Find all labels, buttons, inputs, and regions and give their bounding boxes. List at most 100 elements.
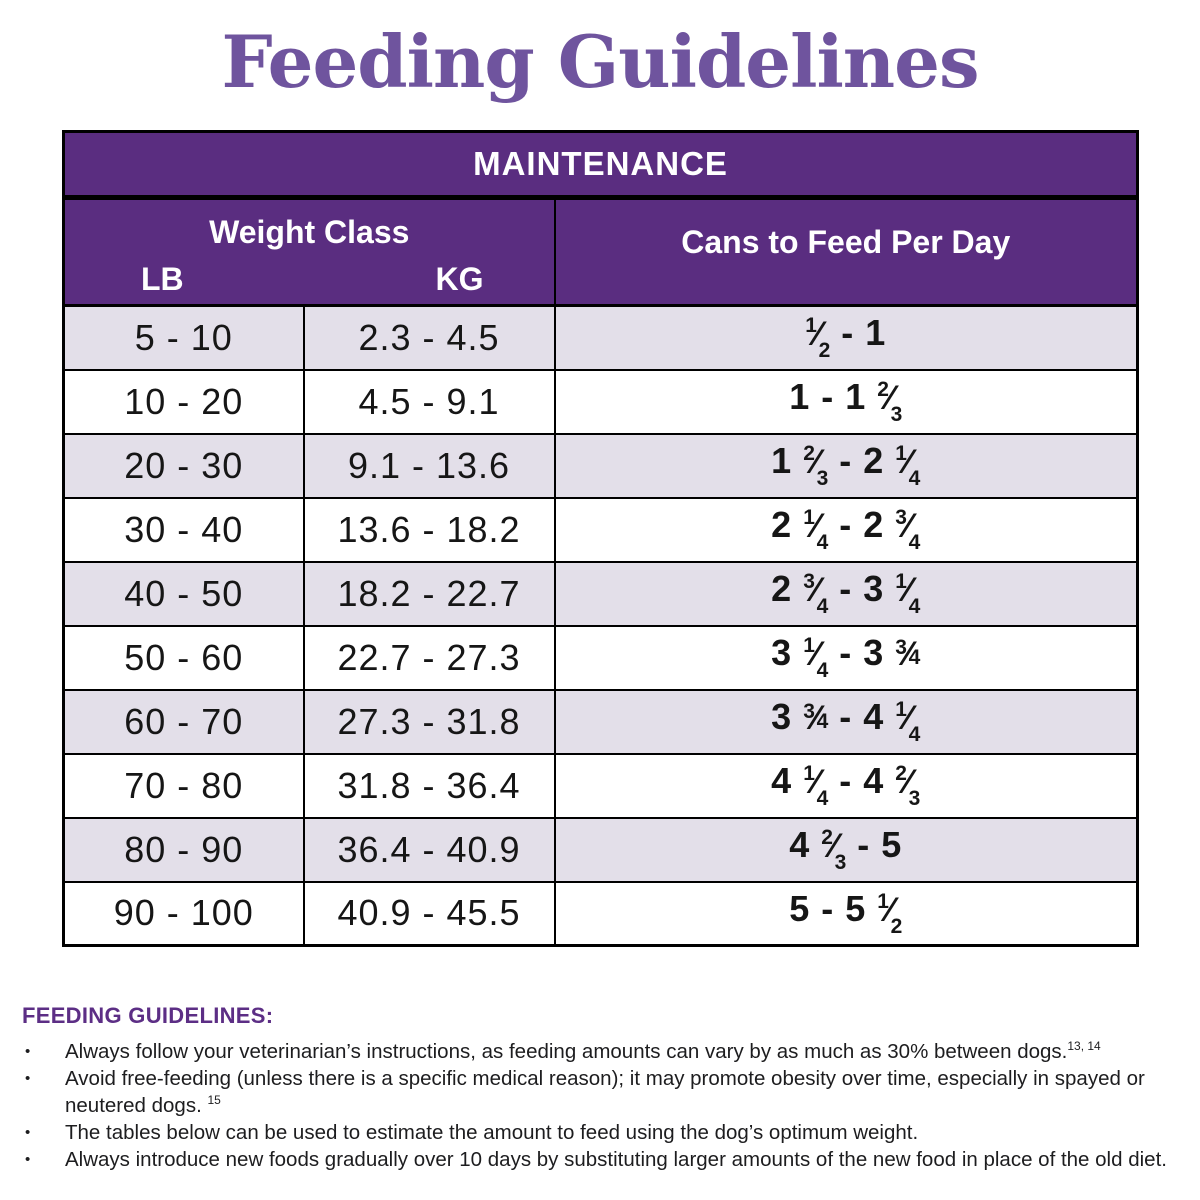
fraction-denominator: 4 — [908, 646, 921, 669]
fraction-numerator: 1 — [805, 314, 817, 338]
cans-value: 5 - 5 1⁄2 — [553, 880, 1139, 947]
fraction-numerator: 3 — [803, 700, 815, 723]
fraction-denominator: 4 — [816, 659, 829, 682]
fraction-denominator: 4 — [816, 710, 829, 733]
table-row: 50 - 60 22.7 - 27.3 3 1⁄4 - 3 3⁄4 — [62, 624, 1139, 691]
fraction: 2⁄3 — [877, 376, 902, 426]
fraction-slash: ⁄ — [814, 315, 821, 354]
fraction-numerator: 1 — [803, 506, 815, 529]
table-row: 40 - 50 18.2 - 22.7 2 3⁄4 - 3 1⁄4 — [62, 560, 1139, 627]
lb-value: 60 - 70 — [62, 688, 305, 755]
guideline-item: • The tables below can be used to estimat… — [22, 1119, 1184, 1146]
fraction-slash: ⁄ — [886, 379, 893, 417]
fraction-denominator: 4 — [908, 723, 921, 746]
lb-value: 20 - 30 — [62, 432, 305, 499]
table-row: 90 - 100 40.9 - 45.5 5 - 5 1⁄2 — [62, 880, 1139, 947]
fraction-slash: ⁄ — [812, 443, 819, 481]
fraction: 3⁄4 — [803, 568, 828, 618]
maintenance-header: MAINTENANCE — [62, 130, 1139, 200]
cans-value: 2 1⁄4 - 2 3⁄4 — [553, 496, 1139, 563]
kg-column-header: KG — [435, 261, 484, 297]
fraction-numerator: 1 — [803, 762, 815, 785]
fraction-slash: ⁄ — [812, 763, 819, 801]
kg-value: 31.8 - 36.4 — [302, 752, 556, 819]
fraction-denominator: 2 — [890, 914, 903, 938]
kg-value: 4.5 - 9.1 — [302, 368, 556, 435]
fraction-denominator: 4 — [816, 595, 829, 618]
fraction-denominator: 3 — [816, 467, 829, 490]
cans-value: 4 1⁄4 - 4 2⁄3 — [553, 752, 1139, 819]
kg-value: 18.2 - 22.7 — [302, 560, 556, 627]
table-body: 5 - 10 2.3 - 4.5 1⁄2 - 1 10 - 20 4.5 - 9.1 1 … — [62, 304, 1139, 947]
cans-text: 1 - 1 — [789, 376, 878, 417]
cans-text: - 3 — [828, 632, 896, 673]
guideline-item: • Always follow your veterinarian’s instr… — [22, 1038, 1184, 1065]
lb-column-header: LB — [141, 261, 184, 297]
table-row: 20 - 30 9.1 - 13.6 1 2⁄3 - 2 1⁄4 — [62, 432, 1139, 499]
fraction-numerator: 1 — [803, 634, 815, 657]
fraction-numerator: 1 — [895, 698, 907, 721]
guideline-text: Avoid free-feeding (unless there is a sp… — [65, 1067, 1145, 1117]
cans-value: 4 2⁄3 - 5 — [553, 816, 1139, 883]
fraction-denominator: 3 — [908, 787, 921, 810]
table-row: 60 - 70 27.3 - 31.8 3 3⁄4 - 4 1⁄4 — [62, 688, 1139, 755]
table-header-row: MAINTENANCE — [62, 130, 1139, 200]
footnote-superscript: 15 — [207, 1093, 221, 1107]
fraction-denominator: 4 — [908, 595, 921, 618]
fraction-denominator: 3 — [890, 403, 903, 426]
cans-text: 5 - 5 — [789, 887, 878, 929]
cans-text: - 2 — [828, 440, 896, 481]
guideline-text: Always introduce new foods gradually ove… — [65, 1148, 1167, 1171]
lb-value: 10 - 20 — [62, 368, 305, 435]
fraction-numerator: 3 — [895, 506, 907, 529]
fraction-numerator: 2 — [895, 762, 907, 785]
lb-value: 40 - 50 — [62, 560, 305, 627]
fraction-numerator: 1 — [895, 442, 907, 465]
fraction-slash: ⁄ — [812, 635, 819, 673]
unit-labels: LB KG — [65, 251, 554, 298]
kg-value: 36.4 - 40.9 — [302, 816, 556, 883]
guidelines-list: • Always follow your veterinarian’s instr… — [22, 1038, 1184, 1173]
table-row: 80 - 90 36.4 - 40.9 4 2⁄3 - 5 — [62, 816, 1139, 883]
fraction-denominator: 4 — [908, 467, 921, 490]
kg-value: 2.3 - 4.5 — [302, 304, 556, 371]
table-row: 10 - 20 4.5 - 9.1 1 - 1 2⁄3 — [62, 368, 1139, 435]
fraction: 1⁄4 — [803, 632, 828, 682]
guidelines-section: FEEDING GUIDELINES: • Always follow your … — [22, 1003, 1184, 1173]
cans-header-cell: Cans to Feed Per Day — [553, 196, 1139, 307]
fraction: 1⁄4 — [895, 568, 920, 618]
cans-text: - 2 — [828, 504, 896, 545]
kg-value: 13.6 - 18.2 — [302, 496, 556, 563]
cans-text: 4 — [789, 824, 822, 865]
lb-value: 5 - 10 — [62, 304, 305, 371]
cans-text: 3 — [771, 696, 804, 737]
weight-class-header-cell: Weight Class LB KG — [62, 196, 556, 307]
cans-value: 2 3⁄4 - 3 1⁄4 — [553, 560, 1139, 627]
fraction-slash: ⁄ — [812, 571, 819, 609]
fraction: 1⁄4 — [895, 696, 920, 746]
guideline-text: The tables below can be used to estimate… — [65, 1121, 919, 1144]
cans-value: 1 2⁄3 - 2 1⁄4 — [553, 432, 1139, 499]
cans-text: 3 — [771, 632, 804, 673]
kg-value: 27.3 - 31.8 — [302, 688, 556, 755]
cans-text: 2 — [771, 504, 804, 545]
fraction-slash: ⁄ — [812, 507, 819, 545]
bullet-icon: • — [25, 1124, 31, 1141]
table-row: 5 - 10 2.3 - 4.5 1⁄2 - 1 — [62, 304, 1139, 371]
fraction-slash: ⁄ — [904, 571, 911, 609]
fraction-slash: ⁄ — [830, 827, 837, 865]
lb-value: 30 - 40 — [62, 496, 305, 563]
lb-value: 90 - 100 — [62, 880, 305, 947]
cans-text: - 5 — [846, 824, 903, 865]
cans-text: 4 — [771, 760, 804, 801]
guideline-item: • Always introduce new foods gradually ov… — [22, 1146, 1184, 1173]
bullet-icon: • — [25, 1151, 31, 1168]
cans-text: - 4 — [828, 760, 896, 801]
fraction: 1⁄4 — [803, 504, 828, 554]
kg-value: 9.1 - 13.6 — [302, 432, 556, 499]
fraction: 2⁄3 — [803, 440, 828, 490]
cans-column-header: Cans to Feed Per Day — [681, 224, 1011, 260]
guideline-text: Always follow your veterinarian’s instru… — [65, 1039, 1101, 1063]
fraction: 2⁄3 — [821, 824, 846, 874]
guideline-item: • Avoid free-feeding (unless there is a s… — [22, 1065, 1184, 1119]
